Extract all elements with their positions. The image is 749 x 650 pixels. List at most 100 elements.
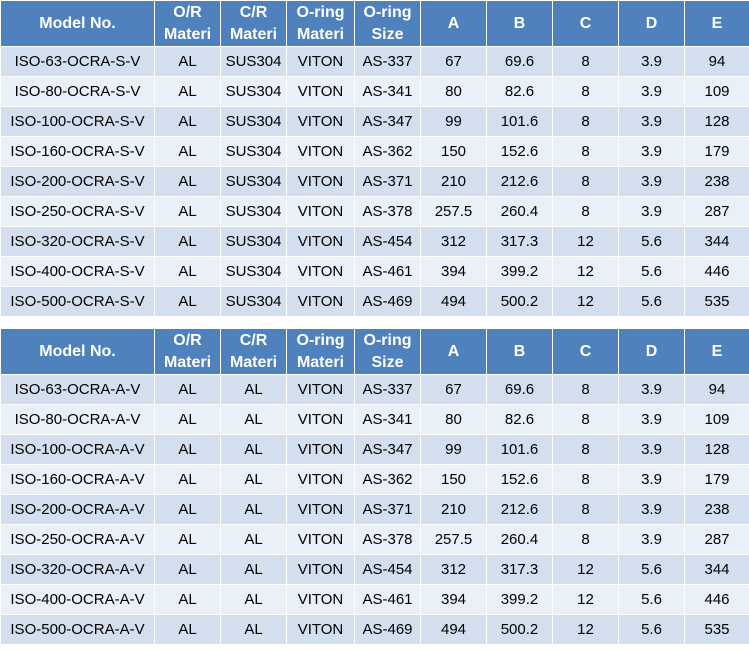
cr-material-cell: AL [220, 524, 287, 555]
dim-b-cell: 69.6 [486, 46, 553, 77]
model-no-cell: ISO-400-OCRA-S-V [0, 256, 155, 287]
table-row: ISO-320-OCRA-A-V AL AL VITON AS-454 312 317.3 1… [0, 554, 749, 585]
model-no-cell: ISO-500-OCRA-A-V [0, 614, 155, 645]
oring-size-cell: AS-454 [354, 554, 421, 585]
dim-c-cell: 8 [552, 494, 619, 525]
dim-e-cell: 128 [684, 434, 749, 465]
oring-material-cell: VITON [286, 256, 355, 287]
dim-a-cell: 210 [420, 166, 487, 197]
dim-b-cell: 317.3 [486, 226, 553, 257]
model-no-cell: ISO-63-OCRA-A-V [0, 374, 155, 405]
dim-a-header: A [420, 328, 487, 375]
cr-material-cell: SUS304 [220, 256, 287, 287]
or-material-cell: AL [154, 464, 221, 495]
or-material-cell: AL [154, 136, 221, 167]
model-no-cell: ISO-63-OCRA-S-V [0, 46, 155, 77]
model-no-cell: ISO-100-OCRA-S-V [0, 106, 155, 137]
oring-material-cell: VITON [286, 166, 355, 197]
dim-d-cell: 3.9 [618, 106, 685, 137]
dim-c-cell: 8 [552, 196, 619, 227]
cr-material-cell: AL [220, 434, 287, 465]
dim-b-header: B [486, 328, 553, 375]
table-header-row: Model No. O/R Materi C/R Materi O-ring Materi O… [0, 0, 749, 47]
dim-d-cell: 5.6 [618, 286, 685, 317]
or-material-cell: AL [154, 226, 221, 257]
dim-e-header: E [684, 0, 749, 47]
oring-material-cell: VITON [286, 584, 355, 615]
dim-e-cell: 94 [684, 46, 749, 77]
dim-c-cell: 12 [552, 614, 619, 645]
dim-c-cell: 8 [552, 46, 619, 77]
cr-material-cell: AL [220, 464, 287, 495]
oring-material-cell: VITON [286, 614, 355, 645]
dim-b-cell: 212.6 [486, 166, 553, 197]
cr-material-cell: SUS304 [220, 46, 287, 77]
dim-a-cell: 257.5 [420, 196, 487, 227]
table-header-row: Model No. O/R Materi C/R Materi O-ring Materi O… [0, 328, 749, 375]
cr-material-cell: AL [220, 614, 287, 645]
dim-c-cell: 12 [552, 286, 619, 317]
oring-material-cell: VITON [286, 374, 355, 405]
dim-e-cell: 446 [684, 256, 749, 287]
model-no-cell: ISO-80-OCRA-A-V [0, 404, 155, 435]
dim-a-cell: 150 [420, 136, 487, 167]
oring-size-cell: AS-337 [354, 46, 421, 77]
or-material-cell: AL [154, 494, 221, 525]
dim-e-cell: 287 [684, 524, 749, 555]
model-no-cell: ISO-320-OCRA-A-V [0, 554, 155, 585]
dim-d-cell: 3.9 [618, 434, 685, 465]
dim-c-cell: 12 [552, 226, 619, 257]
cr-material-cell: SUS304 [220, 166, 287, 197]
dim-a-cell: 394 [420, 256, 487, 287]
dim-b-cell: 101.6 [486, 434, 553, 465]
or-material-cell: AL [154, 554, 221, 585]
cr-material-cell: AL [220, 494, 287, 525]
model-no-cell: ISO-200-OCRA-S-V [0, 166, 155, 197]
dim-e-cell: 179 [684, 464, 749, 495]
dim-c-header: C [552, 328, 619, 375]
oring-material-cell: VITON [286, 464, 355, 495]
oring-material-cell: VITON [286, 46, 355, 77]
dim-c-cell: 8 [552, 166, 619, 197]
cr-material-header: C/R Materi [220, 0, 287, 47]
dim-e-cell: 446 [684, 584, 749, 615]
model-no-cell: ISO-100-OCRA-A-V [0, 434, 155, 465]
table-row: ISO-320-OCRA-S-V AL SUS304 VITON AS-454 312 31… [0, 226, 749, 257]
cr-material-cell: SUS304 [220, 106, 287, 137]
dim-d-cell: 5.6 [618, 256, 685, 287]
oring-size-cell: AS-371 [354, 166, 421, 197]
table-row: ISO-250-OCRA-S-V AL SUS304 VITON AS-378 257.5… [0, 196, 749, 227]
dim-a-cell: 494 [420, 286, 487, 317]
oring-material-cell: VITON [286, 196, 355, 227]
dim-c-cell: 8 [552, 136, 619, 167]
dim-a-cell: 99 [420, 434, 487, 465]
dim-c-cell: 8 [552, 464, 619, 495]
dim-d-cell: 3.9 [618, 46, 685, 77]
dim-e-cell: 128 [684, 106, 749, 137]
dim-e-cell: 238 [684, 166, 749, 197]
dim-e-cell: 94 [684, 374, 749, 405]
spec-table-sus304: Model No. O/R Materi C/R Materi O-ring Materi O… [0, 0, 749, 317]
dim-e-cell: 535 [684, 614, 749, 645]
oring-size-cell: AS-341 [354, 76, 421, 107]
cr-material-cell: SUS304 [220, 196, 287, 227]
dim-d-cell: 5.6 [618, 226, 685, 257]
dim-d-cell: 3.9 [618, 404, 685, 435]
oring-size-cell: AS-461 [354, 256, 421, 287]
dim-a-cell: 257.5 [420, 524, 487, 555]
dim-d-header: D [618, 328, 685, 375]
dim-b-cell: 500.2 [486, 614, 553, 645]
oring-size-cell: AS-362 [354, 136, 421, 167]
dim-b-cell: 152.6 [486, 136, 553, 167]
cr-material-cell: SUS304 [220, 136, 287, 167]
oring-material-cell: VITON [286, 106, 355, 137]
or-material-cell: AL [154, 196, 221, 227]
dim-a-cell: 67 [420, 374, 487, 405]
dim-b-cell: 82.6 [486, 76, 553, 107]
dim-a-cell: 394 [420, 584, 487, 615]
table-row: ISO-160-OCRA-A-V AL AL VITON AS-362 150 152.6 8… [0, 464, 749, 495]
dim-a-cell: 99 [420, 106, 487, 137]
dim-c-cell: 8 [552, 374, 619, 405]
oring-size-header: O-ring Size [354, 0, 421, 47]
dim-c-cell: 8 [552, 76, 619, 107]
